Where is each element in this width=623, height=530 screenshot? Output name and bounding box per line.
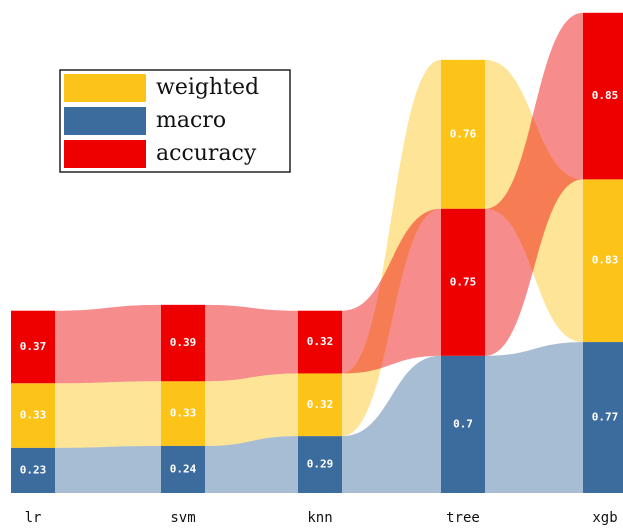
- bar-segment: [583, 12, 623, 180]
- x-tick-label: xgb: [592, 510, 617, 526]
- legend-swatch: [64, 140, 146, 168]
- bar-segment: [161, 304, 205, 382]
- x-tick-label: svm: [170, 510, 195, 526]
- bar-segment: [161, 445, 205, 493]
- legend-label: weighted: [156, 75, 259, 100]
- ribbon: [485, 12, 583, 356]
- ribbon: [205, 436, 298, 493]
- ribbon: [342, 59, 441, 437]
- x-tick-label: lr: [25, 510, 42, 526]
- value-label: 0.77: [592, 411, 619, 424]
- bar-segment: [441, 355, 485, 493]
- value-label: 0.32: [307, 335, 334, 348]
- value-label: 0.33: [20, 409, 47, 422]
- ribbon: [342, 208, 441, 374]
- ribbon: [342, 355, 441, 493]
- bar-segment: [583, 179, 623, 343]
- ribbon: [485, 59, 583, 343]
- bar-segment: [11, 383, 55, 448]
- ribbon: [55, 304, 161, 384]
- ribbon: [205, 373, 298, 446]
- legend-label: macro: [156, 108, 226, 133]
- bar-segment: [583, 342, 623, 493]
- value-label: 0.76: [450, 127, 477, 140]
- ribbon: [485, 342, 583, 493]
- value-label: 0.32: [307, 398, 334, 411]
- ribbon: [205, 304, 298, 382]
- bars: 0.33 0.23 0.37 lr 0.33 0.24 0.39 svm 0.32 0.29 0.3…: [11, 12, 623, 526]
- bar-segment: [11, 447, 55, 493]
- bar-segment: [298, 436, 342, 493]
- value-label: 0.23: [20, 463, 47, 476]
- value-label: 0.33: [170, 407, 197, 420]
- value-label: 0.7: [453, 417, 473, 430]
- bar-segment: [441, 59, 485, 209]
- value-label: 0.39: [170, 336, 197, 349]
- bar-segment: [298, 373, 342, 437]
- value-label: 0.24: [170, 462, 197, 475]
- bar-segment: [11, 310, 55, 384]
- ribbon: [55, 381, 161, 448]
- bar-segment: [161, 381, 205, 446]
- value-label: 0.29: [307, 458, 334, 471]
- value-label: 0.83: [592, 254, 619, 267]
- ribbons: [55, 12, 583, 493]
- legend-swatch: [64, 74, 146, 102]
- legend-label: accuracy: [156, 141, 257, 166]
- value-label: 0.37: [20, 340, 47, 353]
- bar-segment: [441, 208, 485, 356]
- x-tick-label: knn: [307, 510, 332, 526]
- value-label: 0.75: [450, 275, 477, 288]
- legend: weighted macro accuracy: [59, 69, 291, 173]
- value-label: 0.85: [592, 89, 619, 102]
- bar-segment: [298, 310, 342, 374]
- x-tick-label: tree: [446, 510, 480, 526]
- legend-swatch: [64, 107, 146, 135]
- ribbon: [55, 445, 161, 493]
